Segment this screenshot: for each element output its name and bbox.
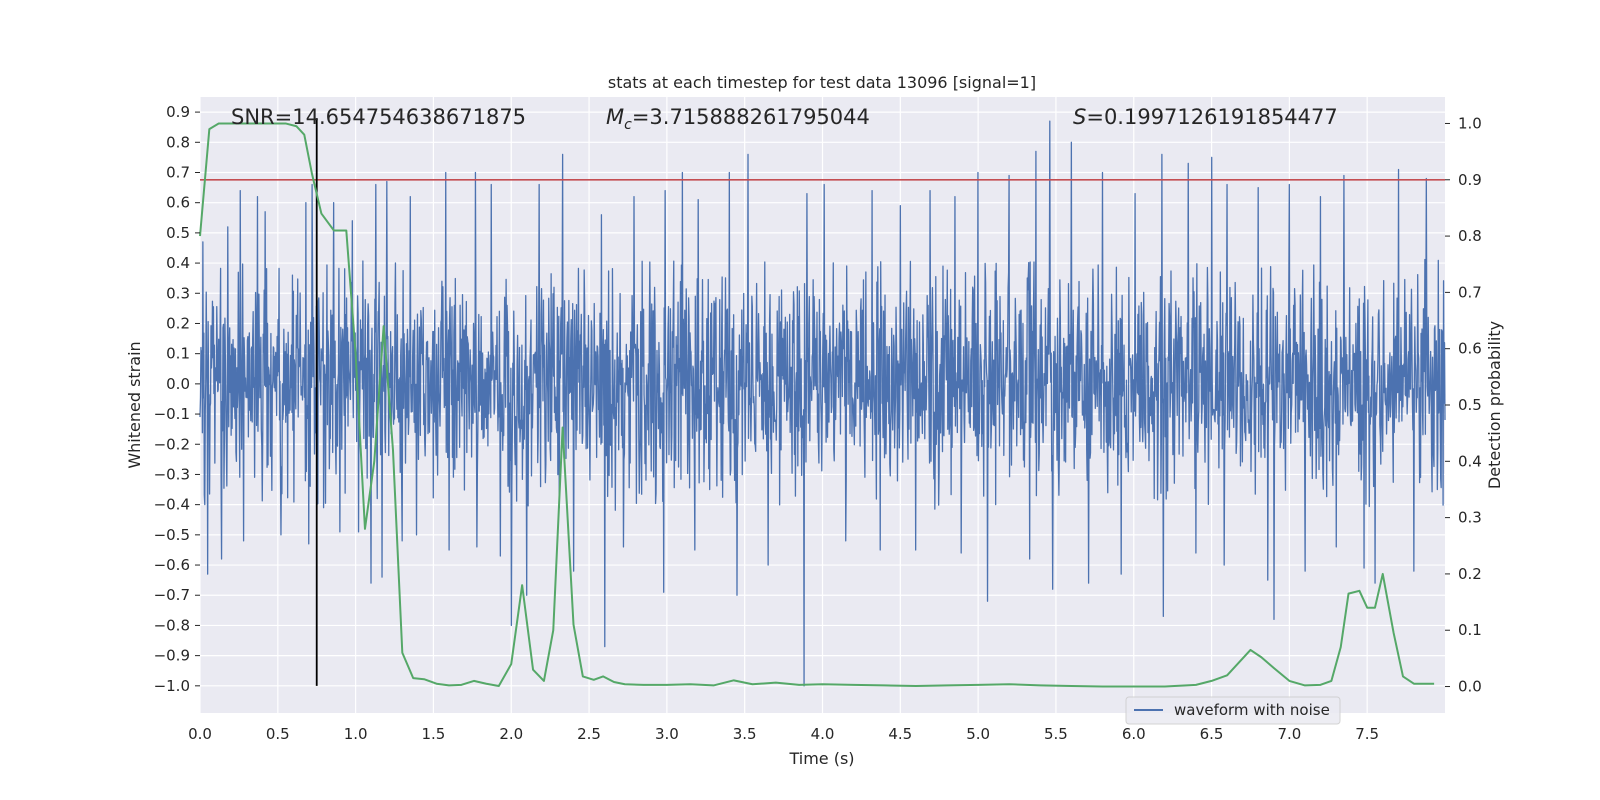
- y-tick-label-4: 0.5: [166, 224, 190, 242]
- chart-title: stats at each timestep for test data 130…: [608, 73, 1036, 92]
- y-tick-label-13: −0.4: [154, 496, 190, 514]
- legend: waveform with noise: [1125, 696, 1341, 725]
- y-tick-label-2: 0.7: [166, 163, 190, 181]
- y-tick-label-0: 0.9: [166, 103, 190, 121]
- y-tick-label-6: 0.3: [166, 284, 190, 302]
- y-tick-label-9: 0.0: [166, 375, 190, 393]
- x-tick-label-0: 0.0: [188, 725, 212, 743]
- x-tick-label-14: 7.0: [1277, 725, 1301, 743]
- x-tick-label-4: 2.0: [499, 725, 523, 743]
- y-axis-right: 1.0 0.9 0.8 0.7 0.6 0.5 0.4 0.3 0.2 0.1 0.0: [1445, 114, 1482, 696]
- overlays: [199, 118, 1445, 688]
- detection-probability-line: [199, 122, 1435, 688]
- mc-value: =3.715888261795044: [632, 105, 870, 129]
- y2-tick-label-6: 0.4: [1458, 452, 1482, 470]
- y2-tick-label-1: 0.9: [1458, 171, 1482, 189]
- y2-tick-label-5: 0.5: [1458, 396, 1482, 414]
- x-tick-label-10: 5.0: [966, 725, 990, 743]
- y2-tick-label-9: 0.1: [1458, 621, 1482, 639]
- waveform-series: [199, 120, 1446, 687]
- y-tick-label-14: −0.5: [154, 526, 190, 544]
- mc-annotation: Mc=3.715888261795044: [606, 105, 870, 133]
- snr-annotation: SNR=14.654754638671875: [231, 105, 526, 129]
- y-tick-label-16: −0.7: [154, 586, 190, 604]
- y-tick-label-18: −0.9: [154, 647, 190, 665]
- x-tick-label-2: 1.0: [344, 725, 368, 743]
- y2-tick-label-0: 1.0: [1458, 114, 1482, 132]
- y-tick-label-5: 0.4: [166, 254, 190, 272]
- y-tick-label-11: −0.2: [154, 435, 190, 453]
- y-tick-label-10: −0.1: [154, 405, 190, 423]
- x-tick-label-1: 0.5: [266, 725, 290, 743]
- y-tick-label-7: 0.2: [166, 314, 190, 332]
- x-tick-label-7: 3.5: [733, 725, 757, 743]
- legend-label: waveform with noise: [1174, 701, 1330, 719]
- x-tick-label-8: 4.0: [811, 725, 835, 743]
- x-tick-label-6: 3.0: [655, 725, 679, 743]
- x-tick-label-5: 2.5: [577, 725, 601, 743]
- x-tick-label-13: 6.5: [1200, 725, 1224, 743]
- y2-tick-label-3: 0.7: [1458, 283, 1482, 301]
- legend-box: [1125, 696, 1341, 725]
- y-axis-label: Whitened strain: [125, 341, 144, 468]
- s-symbol: S: [1073, 105, 1086, 129]
- y-tick-label-8: 0.1: [166, 345, 190, 363]
- y-tick-label-17: −0.8: [154, 616, 190, 634]
- x-tick-label-11: 5.5: [1044, 725, 1068, 743]
- y-tick-label-19: −1.0: [154, 677, 190, 695]
- y2-tick-label-4: 0.6: [1458, 340, 1482, 358]
- x-axis-label: Time (s): [788, 749, 854, 768]
- x-axis: 0.0 0.5 1.0 1.5 2.0 2.5 3.0 3.5 4.0 4.5 5.0 5.5 6.0 6…: [188, 725, 1379, 743]
- s-value: =0.1997126191854477: [1086, 105, 1337, 129]
- x-tick-label-15: 7.5: [1355, 725, 1379, 743]
- y2-tick-label-8: 0.2: [1458, 565, 1482, 583]
- y-tick-label-3: 0.6: [166, 194, 190, 212]
- y2-tick-label-10: 0.0: [1458, 678, 1482, 696]
- y-tick-label-15: −0.6: [154, 556, 190, 574]
- y2-tick-label-2: 0.8: [1458, 227, 1482, 245]
- x-tick-label-3: 1.5: [422, 725, 446, 743]
- y-tick-label-12: −0.3: [154, 465, 190, 483]
- y-tick-label-1: 0.8: [166, 133, 190, 151]
- waveform-line: [199, 120, 1446, 687]
- mc-subscript: c: [624, 117, 632, 133]
- y2-tick-label-7: 0.3: [1458, 509, 1482, 527]
- mc-symbol: M: [606, 105, 624, 129]
- y-axis-left: 0.9 0.8 0.7 0.6 0.5 0.4 0.3 0.2 0.1 0.0 −0.1 −0.2 −0…: [154, 103, 200, 695]
- s-annotation: S=0.1997126191854477: [1073, 105, 1338, 129]
- x-tick-label-12: 6.0: [1122, 725, 1146, 743]
- x-tick-label-9: 4.5: [888, 725, 912, 743]
- y-axis-right-label: Detection probability: [1485, 321, 1504, 489]
